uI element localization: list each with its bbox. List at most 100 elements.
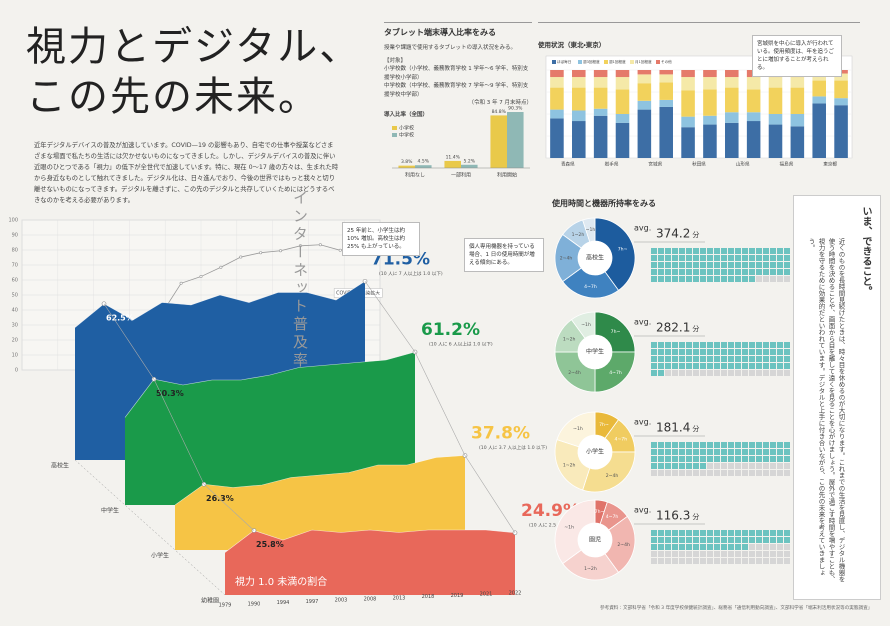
waffle-cell [651, 276, 657, 282]
waffle-cell [693, 544, 699, 550]
waffle-cell [679, 356, 685, 362]
waffle-cell [728, 276, 734, 282]
waffle-cell [749, 349, 755, 355]
point [219, 265, 223, 269]
legend-label: 中学校 [399, 132, 414, 139]
waffle-cell [651, 269, 657, 275]
avg-unit: 分 [692, 230, 699, 239]
group-label: 小学生 [586, 448, 604, 456]
waffle-cell [707, 470, 713, 476]
waffle-cell [763, 558, 769, 564]
segment-label: 4~7h [609, 370, 622, 376]
waffle-cell [672, 470, 678, 476]
waffle-cell [665, 349, 671, 355]
waffle-cell [665, 262, 671, 268]
waffle-cell [658, 442, 664, 448]
waffle-cell [763, 470, 769, 476]
bar-segment [637, 109, 652, 158]
waffle-cell [693, 349, 699, 355]
waffle-cell [672, 363, 678, 369]
value-label: 4.5% [418, 159, 430, 165]
waffle-cell [686, 537, 692, 543]
waffle-cell [735, 442, 741, 448]
waffle-cell [742, 269, 748, 275]
waffle-cell [728, 255, 734, 261]
waffle-cell [665, 530, 671, 536]
waffle-cell [735, 349, 741, 355]
waffle-cell [742, 442, 748, 448]
waffle-cell [784, 449, 790, 455]
waffle-cell [784, 248, 790, 254]
waffle-cell [651, 551, 657, 557]
waffle-cell [770, 262, 776, 268]
waffle-cell [728, 537, 734, 543]
waffle-cell [714, 276, 720, 282]
waffle-cell [686, 269, 692, 275]
waffle-cell [721, 470, 727, 476]
area-edge [224, 529, 516, 553]
waffle-cell [700, 269, 706, 275]
waffle-cell [777, 530, 783, 536]
bar-segment [572, 77, 586, 88]
waffle-cell [721, 442, 727, 448]
group-label: 園児 [589, 536, 601, 544]
waffle-cell [770, 449, 776, 455]
waffle-cell [714, 370, 720, 376]
bar-segment [703, 77, 717, 90]
bar-segment [768, 87, 783, 114]
waffle-cell [707, 276, 713, 282]
waffle-cell [756, 463, 762, 469]
waffle-cell [672, 463, 678, 469]
waffle-cell [728, 262, 734, 268]
tablet-panel: タブレット端末導入比率をみる 授業や課題で使用するタブレットの導入状況をみる。 … [384, 22, 532, 183]
waffle-cell [679, 530, 685, 536]
waffle-cell [749, 442, 755, 448]
waffle-cell [679, 276, 685, 282]
waffle-cell [763, 456, 769, 462]
waffle-cell [784, 470, 790, 476]
area-edge [174, 455, 466, 506]
waffle-cell [735, 342, 741, 348]
bar-segment [572, 110, 586, 122]
waffle-cell [665, 363, 671, 369]
bar-segment [659, 106, 673, 158]
waffle-cell [735, 248, 741, 254]
waffle-cell [749, 470, 755, 476]
bar-segment [681, 77, 695, 91]
waffle-cell [707, 363, 713, 369]
waffle-cell [658, 537, 664, 543]
bar-segment [637, 100, 652, 110]
callout: 25 年前と、小学生は約 10% 増加。高校生は約 25% も上がっている。 [342, 222, 420, 256]
x-tick-label: 東京都 [823, 161, 837, 168]
waffle-cell [735, 456, 741, 462]
waffle-cell [672, 342, 678, 348]
bar-segment [812, 73, 826, 81]
waffle-cell [735, 530, 741, 536]
waffle-cell [693, 276, 699, 282]
end-label: 37.8% [471, 424, 530, 444]
waffle-cell [756, 442, 762, 448]
bar-segment [615, 77, 630, 90]
waffle-cell [735, 463, 741, 469]
waffle-cell [763, 544, 769, 550]
waffle-cell [686, 456, 692, 462]
x-tick-label: 2022 [509, 591, 522, 597]
y-tick-label: 60 [12, 278, 18, 284]
waffle-cell [665, 269, 671, 275]
waffle-cell [686, 349, 692, 355]
waffle-cell [721, 544, 727, 550]
waffle-cell [742, 363, 748, 369]
y-tick-label: 90 [12, 233, 18, 239]
waffle-cell [770, 551, 776, 557]
waffle-cell [770, 356, 776, 362]
waffle-cell [756, 349, 762, 355]
waffle-cell [770, 558, 776, 564]
waffle-cell [700, 349, 706, 355]
body: 近くのものを長時間見続けたときは、時々目を休めるのが大切になります。これまでの生… [807, 238, 845, 583]
waffle-cell [756, 248, 762, 254]
waffle-cell [672, 370, 678, 376]
waffle-cell [714, 449, 720, 455]
point [239, 255, 243, 259]
waffle-cell [763, 442, 769, 448]
